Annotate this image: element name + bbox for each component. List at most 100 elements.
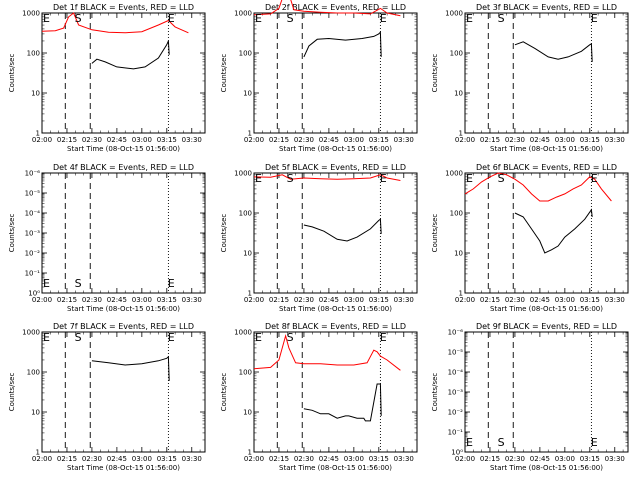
x-tick-label: 03:00 bbox=[132, 455, 152, 463]
y-tick-label: 1 bbox=[248, 449, 252, 457]
marker-letter-e: E bbox=[591, 172, 598, 185]
x-tick-label: 03:30 bbox=[182, 455, 202, 463]
plot-frame bbox=[253, 12, 418, 134]
marker-letter-e: E bbox=[591, 436, 598, 449]
y-axis-label: Counts/sec bbox=[220, 373, 228, 412]
x-tick-label: 02:30 bbox=[505, 455, 525, 463]
x-tick-label: 02:30 bbox=[82, 136, 102, 144]
x-tick-label: 02:45 bbox=[530, 455, 550, 463]
marker-letter-e: E bbox=[466, 172, 473, 185]
y-tick-label: 100 bbox=[239, 50, 252, 58]
x-tick-label: 03:00 bbox=[555, 296, 575, 304]
y-tick-label: 10⁰ bbox=[451, 449, 463, 457]
series-line-red bbox=[253, 0, 401, 17]
y-tick-label: 10⁻⁶ bbox=[25, 170, 41, 178]
plot-frame bbox=[464, 12, 629, 134]
x-tick-label: 03:15 bbox=[580, 455, 600, 463]
x-tick-label: 03:00 bbox=[132, 136, 152, 144]
plot-frame bbox=[253, 172, 418, 294]
series-line-black bbox=[514, 208, 593, 254]
x-tick-label: 03:30 bbox=[605, 136, 625, 144]
y-tick-label: 10⁻⁴ bbox=[25, 210, 41, 218]
marker-letter-s: S bbox=[75, 331, 82, 344]
y-tick-label: 1 bbox=[459, 130, 463, 138]
x-axis-label: Start Time (08-Oct-15 01:56:00) bbox=[490, 464, 603, 472]
y-tick-label: 1 bbox=[459, 290, 463, 298]
y-tick-label: 1000 bbox=[22, 329, 40, 337]
x-tick-label: 02:15 bbox=[269, 296, 289, 304]
y-tick-label: 100 bbox=[239, 369, 252, 377]
marker-letter-e: E bbox=[380, 172, 387, 185]
y-tick-label: 1 bbox=[36, 130, 40, 138]
y-tick-label: 100 bbox=[239, 210, 252, 218]
x-tick-label: 02:30 bbox=[82, 455, 102, 463]
marker-letter-e: E bbox=[43, 331, 50, 344]
y-tick-label: 10⁻³ bbox=[448, 389, 464, 397]
x-tick-label: 02:00 bbox=[455, 296, 475, 304]
y-tick-label: 1 bbox=[248, 130, 252, 138]
marker-letter-e: E bbox=[380, 12, 387, 25]
plot-title: Det 4f BLACK = Events, RED = LLD bbox=[53, 163, 194, 172]
x-tick-label: 03:15 bbox=[369, 136, 389, 144]
y-tick-label: 100 bbox=[27, 369, 40, 377]
y-axis-label: Counts/sec bbox=[8, 214, 16, 253]
y-axis-label: Counts/sec bbox=[220, 54, 228, 93]
marker-letter-e: E bbox=[255, 172, 262, 185]
x-tick-label: 03:30 bbox=[394, 296, 414, 304]
x-tick-label: 02:30 bbox=[294, 136, 314, 144]
marker-letter-e: E bbox=[591, 12, 598, 25]
y-tick-label: 1000 bbox=[445, 170, 463, 178]
series-line-red bbox=[253, 174, 401, 181]
x-axis-label: Start Time (08-Oct-15 01:56:00) bbox=[67, 305, 180, 313]
x-tick-label: 02:45 bbox=[107, 136, 127, 144]
x-tick-label: 03:00 bbox=[132, 296, 152, 304]
y-tick-label: 10⁻¹ bbox=[25, 270, 41, 278]
y-axis-label: Counts/sec bbox=[431, 373, 439, 412]
x-tick-label: 02:15 bbox=[269, 136, 289, 144]
series-line-red bbox=[464, 172, 612, 202]
y-tick-label: 1 bbox=[248, 290, 252, 298]
x-tick-label: 03:00 bbox=[344, 455, 364, 463]
y-tick-label: 1000 bbox=[234, 10, 252, 18]
x-tick-label: 02:15 bbox=[57, 296, 77, 304]
x-tick-label: 03:30 bbox=[394, 136, 414, 144]
plot-title: Det 2f BLACK = Events, RED = LLD bbox=[265, 3, 406, 12]
detector-plot-1: Det 1f BLACK = Events, RED = LLD 1 10 100 10… bbox=[8, 3, 206, 153]
x-tick-label: 02:45 bbox=[107, 296, 127, 304]
y-tick-label: 1000 bbox=[234, 329, 252, 337]
y-tick-label: 10 bbox=[243, 409, 252, 417]
x-tick-label: 02:00 bbox=[455, 136, 475, 144]
x-tick-label: 02:45 bbox=[319, 136, 339, 144]
y-tick-label: 10⁻² bbox=[25, 250, 41, 258]
x-axis-label: Start Time (08-Oct-15 01:56:00) bbox=[67, 464, 180, 472]
y-tick-label: 10⁻⁵ bbox=[448, 349, 464, 357]
x-tick-label: 02:00 bbox=[455, 455, 475, 463]
detector-plot-3: Det 3f BLACK = Events, RED = LLD 1 10 100 10… bbox=[431, 3, 629, 153]
x-tick-label: 02:45 bbox=[107, 455, 127, 463]
x-tick-label: 02:00 bbox=[244, 455, 264, 463]
x-tick-label: 02:30 bbox=[294, 455, 314, 463]
series-line-black bbox=[91, 40, 170, 70]
marker-letter-e: E bbox=[168, 331, 175, 344]
plot-title: Det 5f BLACK = Events, RED = LLD bbox=[265, 163, 406, 172]
y-axis-label: Counts/sec bbox=[220, 214, 228, 253]
plot-title: Det 3f BLACK = Events, RED = LLD bbox=[476, 3, 617, 12]
series-line-red bbox=[41, 12, 189, 34]
x-tick-label: 03:15 bbox=[580, 296, 600, 304]
plot-frame bbox=[253, 331, 418, 453]
y-tick-label: 10⁻¹ bbox=[448, 429, 464, 437]
y-tick-label: 10 bbox=[31, 90, 40, 98]
y-tick-label: 10 bbox=[454, 90, 463, 98]
x-tick-label: 03:15 bbox=[157, 455, 177, 463]
y-tick-label: 100 bbox=[450, 50, 463, 58]
series-line-red bbox=[253, 334, 401, 371]
x-axis-label: Start Time (08-Oct-15 01:56:00) bbox=[67, 145, 180, 153]
marker-letter-e: E bbox=[168, 12, 175, 25]
x-tick-label: 02:00 bbox=[244, 136, 264, 144]
marker-letter-s: S bbox=[498, 172, 505, 185]
x-tick-label: 02:30 bbox=[82, 296, 102, 304]
marker-letter-e: E bbox=[255, 12, 262, 25]
x-tick-label: 02:30 bbox=[505, 296, 525, 304]
marker-letter-e: E bbox=[43, 12, 50, 25]
y-axis-label: Counts/sec bbox=[8, 373, 16, 412]
